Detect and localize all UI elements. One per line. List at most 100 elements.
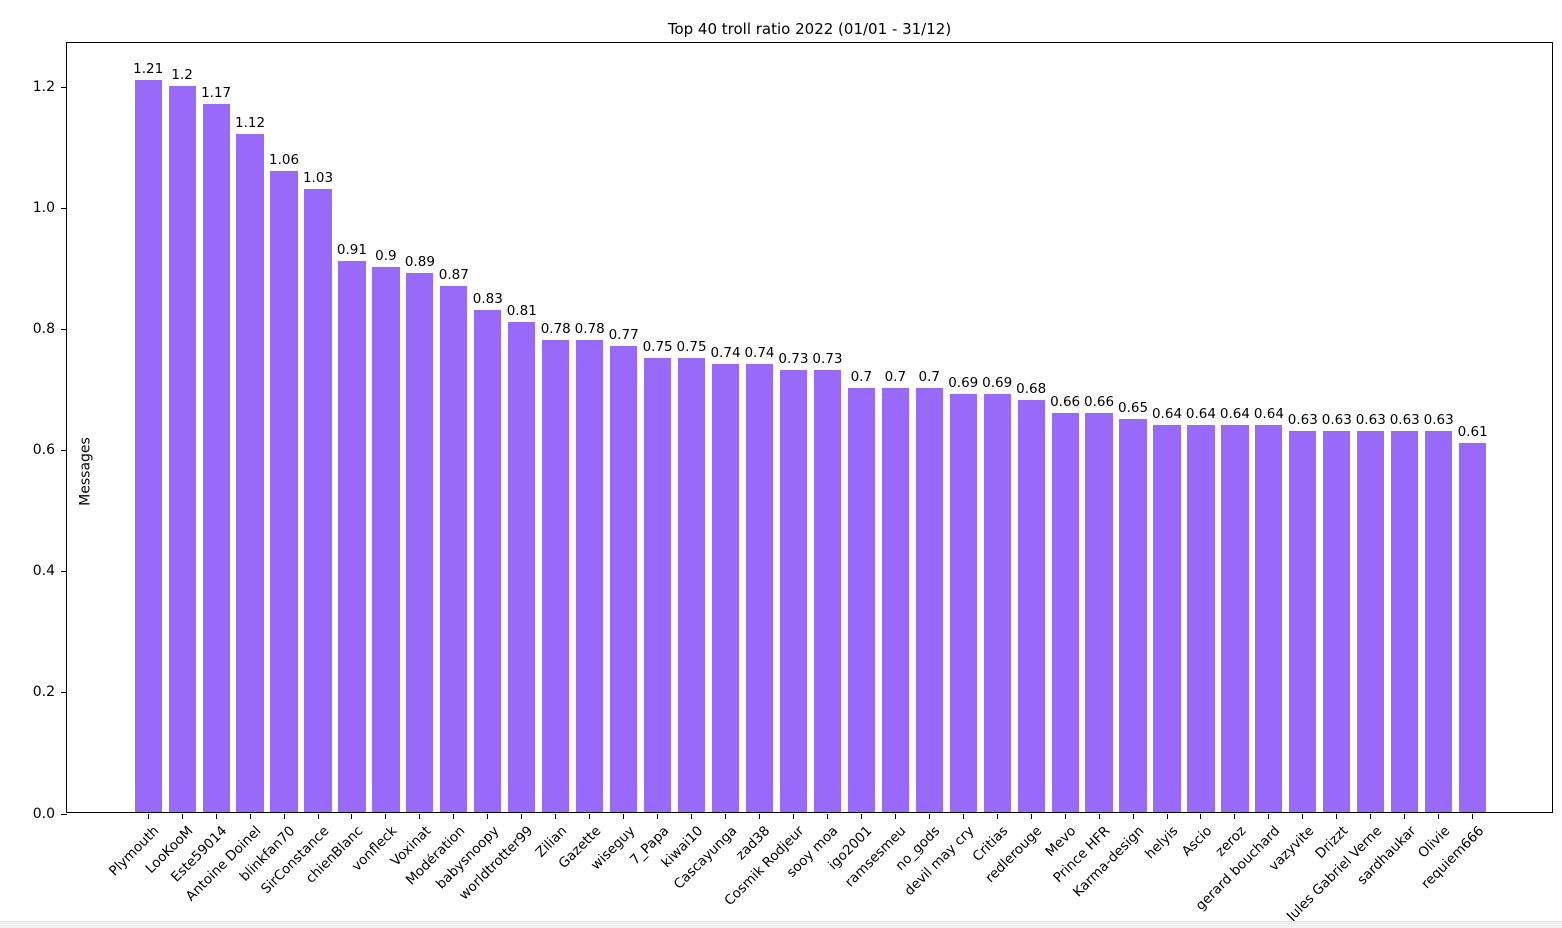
x-tick <box>555 814 557 819</box>
bar <box>134 79 162 812</box>
bar-value-label: 0.74 <box>744 345 775 362</box>
bar-value-label: 0.81 <box>506 302 537 319</box>
x-tick <box>860 814 862 819</box>
x-tick <box>1030 814 1032 819</box>
x-tick <box>758 814 760 819</box>
bar <box>711 364 740 812</box>
y-tick <box>61 329 67 331</box>
x-tick <box>1404 814 1406 819</box>
bar <box>474 309 502 812</box>
x-tick <box>691 814 693 819</box>
bar <box>1051 412 1079 812</box>
bar <box>1289 430 1317 812</box>
x-tick <box>1302 814 1304 819</box>
x-tick <box>1166 814 1168 819</box>
bar <box>847 388 875 812</box>
bar <box>881 388 909 812</box>
bar <box>338 261 366 812</box>
y-tick <box>61 450 67 452</box>
bar <box>1221 424 1249 812</box>
x-tick <box>725 814 727 819</box>
x-tick <box>657 814 659 819</box>
x-tick <box>283 814 285 819</box>
x-tick <box>1268 814 1270 819</box>
x-tick <box>928 814 930 819</box>
bar <box>304 188 332 812</box>
bar-value-label: 0.64 <box>1253 405 1284 422</box>
bar <box>508 321 536 812</box>
x-tick <box>419 814 421 819</box>
x-tick <box>181 814 183 819</box>
bar-value-label: 0.83 <box>472 290 503 307</box>
bar <box>813 370 841 812</box>
bar-value-label: 0.64 <box>1185 405 1216 422</box>
bar-value-label: 0.65 <box>1118 399 1149 416</box>
bar-value-label: 0.89 <box>404 254 435 271</box>
bar-value-label: 0.75 <box>642 339 673 356</box>
y-tick <box>61 692 67 694</box>
bar-value-label: 0.63 <box>1355 411 1386 428</box>
bar <box>1085 412 1113 812</box>
bar <box>779 370 808 812</box>
bar <box>542 339 570 812</box>
bar-value-label: 1.21 <box>133 60 164 77</box>
bar <box>610 346 638 812</box>
bar-value-label: 0.74 <box>710 345 741 362</box>
x-tick <box>1064 814 1066 819</box>
bar-value-label: 0.9 <box>375 248 397 265</box>
bar-value-label: 0.68 <box>1016 381 1047 398</box>
bar-value-label: 0.7 <box>884 369 907 386</box>
bar <box>440 285 468 812</box>
bar-value-label: 0.66 <box>1084 393 1115 410</box>
x-tick-label: helyis <box>1142 823 1182 863</box>
bar <box>949 394 977 812</box>
y-tick <box>61 87 67 89</box>
bar <box>406 273 434 812</box>
x-tick <box>996 814 998 819</box>
bar <box>677 358 706 812</box>
bar-value-label: 0.61 <box>1457 423 1488 440</box>
x-tick <box>1472 814 1474 819</box>
footer-strip <box>0 921 1562 928</box>
bar-value-label: 0.63 <box>1423 411 1454 428</box>
x-tick <box>317 814 319 819</box>
x-tick <box>385 814 387 819</box>
x-tick <box>249 814 251 819</box>
bar-value-label: 0.91 <box>336 242 367 259</box>
y-tick-label: 0.4 <box>32 563 55 580</box>
x-tick <box>623 814 625 819</box>
bar-value-label: 0.64 <box>1219 405 1250 422</box>
y-tick <box>61 208 67 210</box>
x-tick <box>453 814 455 819</box>
bar <box>745 364 774 812</box>
bar-value-label: 0.73 <box>778 351 809 368</box>
bar-value-label: 1.06 <box>269 151 300 168</box>
bar-value-label: 0.7 <box>918 369 940 386</box>
y-tick-label: 0.6 <box>32 442 55 459</box>
bar-value-label: 0.78 <box>574 320 605 337</box>
bar <box>372 267 400 812</box>
bar-value-label: 0.63 <box>1321 411 1352 428</box>
y-tick-label: 1.0 <box>32 200 55 217</box>
bar-value-label: 0.69 <box>982 375 1013 392</box>
bar-value-label: 1.03 <box>302 169 334 186</box>
bar <box>1323 430 1351 812</box>
y-axis-label: Messages <box>77 437 94 506</box>
y-tick-label: 1.2 <box>32 79 55 96</box>
bar-value-label: 0.73 <box>812 351 843 368</box>
bar-value-label: 0.7 <box>850 369 873 386</box>
bar <box>1255 424 1283 812</box>
bar <box>915 388 943 812</box>
x-tick <box>1336 814 1338 819</box>
bar-value-label: 0.63 <box>1287 411 1318 428</box>
y-tick-label: 0.2 <box>32 684 55 701</box>
x-tick <box>1200 814 1202 819</box>
y-tick-label: 0.8 <box>32 321 55 338</box>
bar <box>270 170 298 812</box>
x-tick <box>1370 814 1372 819</box>
bar-value-label: 1.12 <box>235 115 266 132</box>
bar <box>236 134 264 812</box>
bar <box>1459 442 1487 812</box>
x-tick <box>147 814 149 819</box>
